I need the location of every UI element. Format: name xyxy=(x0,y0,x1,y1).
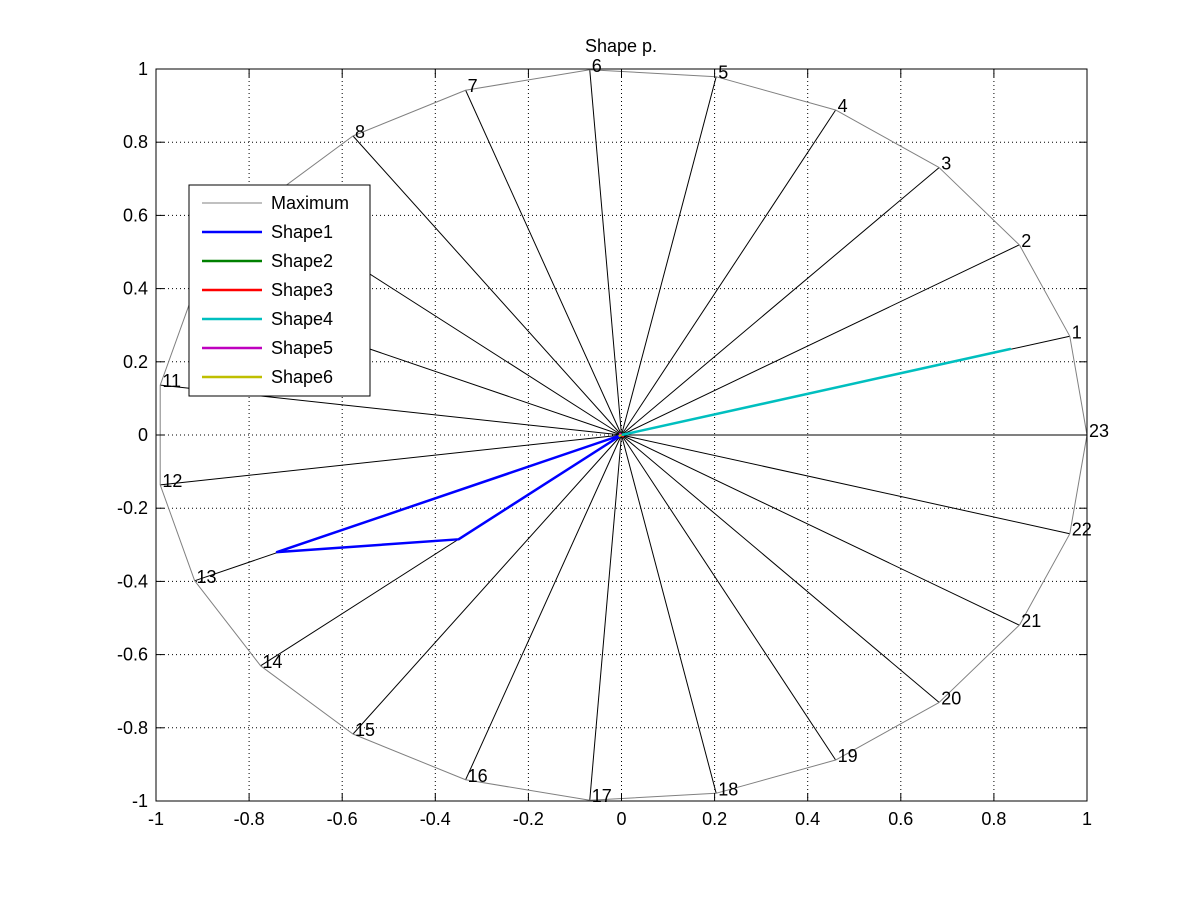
x-tick-label: -0.4 xyxy=(420,809,451,829)
y-tick-label: -0.2 xyxy=(117,498,148,518)
series-line-shape1 xyxy=(275,433,623,554)
spoke-label: 16 xyxy=(468,766,488,786)
x-tick-label: 0.4 xyxy=(795,809,820,829)
spoke-line xyxy=(621,244,1020,436)
legend-label: Shape2 xyxy=(271,251,333,271)
spoke-line xyxy=(465,89,622,436)
legend-items: Maximum Shape1 Shape2 Shape3 Shape4 Shape5 Sha… xyxy=(202,193,349,387)
spoke-line xyxy=(621,434,1020,626)
series-lines xyxy=(159,69,1088,801)
x-tick-label: 0.2 xyxy=(702,809,727,829)
spoke-label: 2 xyxy=(1021,231,1031,251)
spoke-label: 6 xyxy=(592,56,602,76)
x-tick-label: 1 xyxy=(1082,809,1092,829)
axis-ticks xyxy=(155,68,1088,802)
y-tick-labels: -1 -0.8 -0.6 -0.4 -0.2 0 0.2 0.4 0.6 0.8 1 xyxy=(117,59,148,811)
x-tick-labels: -1 -0.8 -0.6 -0.4 -0.2 0 0.2 0.4 0.6 0.8 1 xyxy=(148,809,1092,829)
spoke-label: 3 xyxy=(941,153,951,173)
series-line-shape4 xyxy=(621,347,1012,437)
y-tick-label: -0.4 xyxy=(117,571,148,591)
legend-label: Shape3 xyxy=(271,280,333,300)
x-tick-label: -0.6 xyxy=(327,809,358,829)
spoke-label: 15 xyxy=(355,720,375,740)
spoke-line xyxy=(621,109,837,436)
legend-label: Shape6 xyxy=(271,367,333,387)
x-tick-label: -0.2 xyxy=(513,809,544,829)
spoke-line xyxy=(621,434,940,703)
y-tick-label: 0.6 xyxy=(123,205,148,225)
spoke-label: 8 xyxy=(355,122,365,142)
spoke-line xyxy=(160,434,622,486)
chart-title: Shape p. xyxy=(585,36,657,56)
spoke-label: 20 xyxy=(941,689,961,709)
spoke-line xyxy=(589,434,622,801)
spoke-line xyxy=(465,434,622,781)
spoke-label: 5 xyxy=(718,63,728,83)
x-tick-label: 0 xyxy=(616,809,626,829)
y-tick-label: 0 xyxy=(138,425,148,445)
spoke-label: 1 xyxy=(1072,322,1082,342)
spoke-label: 23 xyxy=(1089,421,1109,441)
y-tick-label: 0.8 xyxy=(123,132,148,152)
spoke-label: 22 xyxy=(1072,520,1092,540)
spoke-line xyxy=(352,135,622,436)
legend-label: Maximum xyxy=(271,193,349,213)
spoke-line xyxy=(621,434,837,761)
y-tick-label: 1 xyxy=(138,59,148,79)
x-tick-label: -1 xyxy=(148,809,164,829)
spoke-label: 12 xyxy=(162,471,182,491)
spoke-lines xyxy=(160,69,1087,801)
spoke-label: 14 xyxy=(262,652,282,672)
series-line-maximum xyxy=(159,69,1088,801)
x-tick-label: 0.8 xyxy=(981,809,1006,829)
spoke-label: 11 xyxy=(162,371,181,391)
y-tick-label: -0.6 xyxy=(117,645,148,665)
spoke-line xyxy=(621,434,717,794)
y-tick-label: -1 xyxy=(132,791,148,811)
legend-label: Shape1 xyxy=(271,222,333,242)
spoke-label: 13 xyxy=(197,567,217,587)
y-tick-label: -0.8 xyxy=(117,718,148,738)
spoke-label: 19 xyxy=(838,746,858,766)
spoke-label: 17 xyxy=(592,786,612,806)
legend-label: Shape4 xyxy=(271,309,333,329)
spoke-line xyxy=(352,434,622,735)
spoke-label: 21 xyxy=(1021,611,1041,631)
legend-label: Shape5 xyxy=(271,338,333,358)
y-tick-label: 0.4 xyxy=(123,279,148,299)
spoke-line xyxy=(621,76,717,436)
spoke-label: 4 xyxy=(838,96,848,116)
x-tick-label: -0.8 xyxy=(234,809,265,829)
legend: Maximum Shape1 Shape2 Shape3 Shape4 Shape5 Sha… xyxy=(188,184,371,397)
y-tick-label: 0.2 xyxy=(123,352,148,372)
series-line-shape6 xyxy=(618,433,622,437)
spoke-label: 18 xyxy=(718,779,738,799)
x-tick-label: 0.6 xyxy=(888,809,913,829)
spoke-label: 7 xyxy=(468,76,478,96)
spoke-line xyxy=(621,434,1070,535)
spoke-line xyxy=(589,69,622,436)
spoke-line xyxy=(621,167,940,436)
